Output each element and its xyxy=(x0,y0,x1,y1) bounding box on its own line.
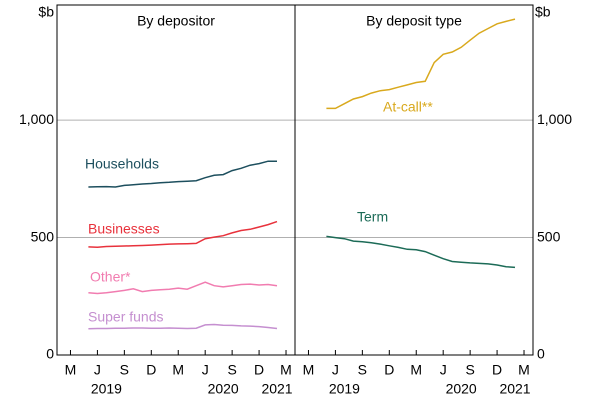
y-tick-label: 1,000 xyxy=(537,111,572,127)
x-year-label: 2019 xyxy=(329,381,360,397)
y-tick-label: 500 xyxy=(537,228,561,244)
y-tick-label: 1,000 xyxy=(19,111,54,127)
x-tick-label: S xyxy=(227,362,236,378)
x-tick-label: J xyxy=(440,362,447,378)
x-tick-label: D xyxy=(146,362,156,378)
x-tick-label: D xyxy=(492,362,502,378)
x-tick-label: J xyxy=(332,362,339,378)
series-line xyxy=(88,220,278,248)
series-label: Households xyxy=(85,156,159,172)
x-tick-label: S xyxy=(120,362,129,378)
panel-title: By depositor xyxy=(137,13,215,29)
x-tick-label: M xyxy=(303,362,315,378)
x-year-label: 2021 xyxy=(499,381,530,397)
x-tick-label: M xyxy=(518,362,530,378)
series-line xyxy=(88,281,278,295)
series-label: Super funds xyxy=(88,309,164,325)
x-year-label: 2021 xyxy=(261,381,292,397)
x-tick-label: J xyxy=(94,362,101,378)
y-tick-label: 500 xyxy=(31,228,55,244)
y-tick-label: 0 xyxy=(46,346,54,362)
series-label: Businesses xyxy=(88,221,160,237)
x-tick-label: D xyxy=(254,362,264,378)
series-label: Other* xyxy=(90,269,131,285)
series-line xyxy=(326,235,516,269)
y-axis-unit: $b xyxy=(38,4,54,20)
x-year-label: 2020 xyxy=(208,381,239,397)
x-tick-label: M xyxy=(280,362,292,378)
y-axis-unit: $b xyxy=(535,4,551,20)
series-label: Term xyxy=(357,209,388,225)
x-year-label: 2019 xyxy=(91,381,122,397)
x-tick-label: J xyxy=(202,362,209,378)
panel-title: By deposit type xyxy=(366,13,462,29)
series-line xyxy=(326,18,516,110)
x-tick-label: M xyxy=(172,362,184,378)
series-line xyxy=(88,323,278,330)
series-label: At-call** xyxy=(383,99,433,115)
x-tick-label: S xyxy=(465,362,474,378)
x-tick-label: D xyxy=(384,362,394,378)
x-tick-label: S xyxy=(358,362,367,378)
x-year-label: 2020 xyxy=(446,381,477,397)
x-tick-label: M xyxy=(65,362,77,378)
x-tick-label: M xyxy=(410,362,422,378)
series-line xyxy=(88,160,277,188)
y-tick-label: 0 xyxy=(537,346,545,362)
